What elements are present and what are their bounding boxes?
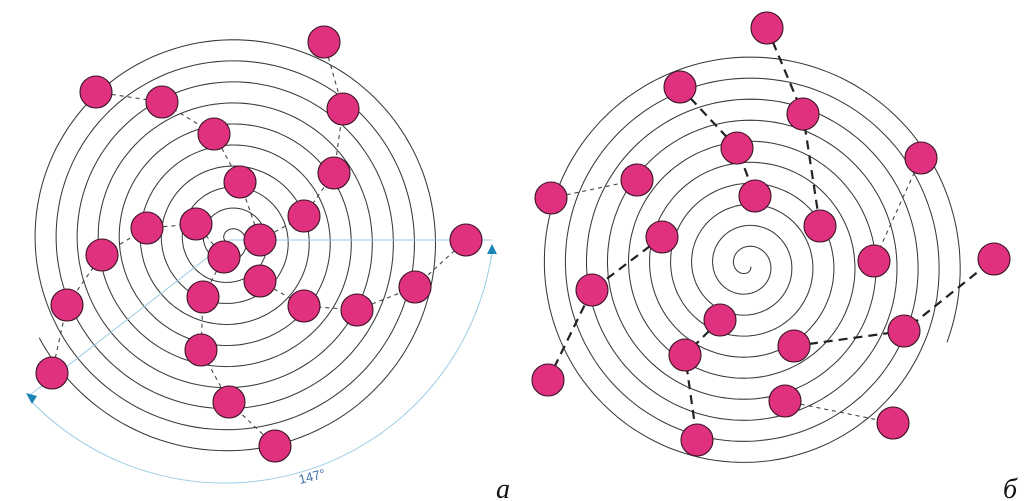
angle-label: 147° xyxy=(297,466,327,487)
panel-a-dot-17 xyxy=(398,270,432,304)
panel-b-dot-6 xyxy=(904,141,938,175)
dots-b xyxy=(531,11,1011,457)
panel-a: 147° а xyxy=(26,25,510,501)
panel-a-dot-10 xyxy=(287,199,321,233)
panel-a-connector-2 xyxy=(259,41,344,241)
panel-b-thin-connector-3 xyxy=(784,400,894,424)
panel-a-dot-6 xyxy=(317,156,351,190)
panel-a-dot-19 xyxy=(340,293,374,327)
panel-b-dot-18 xyxy=(531,363,565,397)
panel-a-dot-23 xyxy=(212,385,246,419)
panel-b-dot-10 xyxy=(645,220,679,254)
panel-b-thin-connector-2 xyxy=(873,157,922,262)
panel-b-dot-2 xyxy=(663,70,697,104)
panel-a-connector-1 xyxy=(95,91,261,241)
panel-b-dot-9 xyxy=(803,209,837,243)
arrowhead-right xyxy=(487,244,497,254)
dots-a xyxy=(35,25,483,463)
panel-b-connector-3 xyxy=(547,236,663,381)
panel-b-dot-7 xyxy=(534,181,568,215)
panel-a-dot-22 xyxy=(35,356,69,390)
panel-a-dot-12 xyxy=(207,240,241,274)
connector-lines-b xyxy=(547,27,995,441)
panel-a-dot-15 xyxy=(243,264,277,298)
panel-b-dot-13 xyxy=(575,273,609,307)
panel-label-a: а xyxy=(496,474,510,501)
panel-a-dot-2 xyxy=(79,75,113,109)
panel-b-dot-3 xyxy=(786,97,820,131)
panel-label-b: б xyxy=(1003,474,1018,501)
spiral-b xyxy=(543,56,961,463)
panel-b-dot-11 xyxy=(857,244,891,278)
panel-b-dot-5 xyxy=(620,163,654,197)
panel-a-dot-8 xyxy=(130,211,164,245)
panel-a-dot-5 xyxy=(197,117,231,151)
panel-b-dot-14 xyxy=(703,303,737,337)
panel-a-dot-7 xyxy=(223,165,257,199)
panel-b-dot-12 xyxy=(977,242,1011,276)
panel-a-dot-11 xyxy=(243,223,277,257)
panel-b-dot-16 xyxy=(777,329,811,363)
panel-a-dot-3 xyxy=(145,85,179,119)
panel-a-dot-18 xyxy=(287,289,321,323)
panel-b-dot-15 xyxy=(887,314,921,348)
panel-a-dot-20 xyxy=(50,288,84,322)
panel-a-dot-16 xyxy=(186,280,220,314)
panel-b: б xyxy=(531,11,1018,501)
spiral-a xyxy=(34,39,437,452)
panel-b-connector-5 xyxy=(683,319,721,441)
panel-b-dot-4 xyxy=(720,131,754,165)
panel-b-dot-8 xyxy=(738,179,772,213)
panel-a-connector-4 xyxy=(259,239,467,311)
panel-b-dot-1 xyxy=(750,11,784,45)
panel-b-dot-21 xyxy=(680,423,714,457)
panel-a-dot-13 xyxy=(85,238,119,272)
arrowhead-left xyxy=(26,393,37,404)
panel-a-dot-1 xyxy=(307,25,341,59)
panel-b-dot-17 xyxy=(668,338,702,372)
panel-a-dot-14 xyxy=(449,223,483,257)
panel-b-dot-19 xyxy=(768,384,802,418)
panel-a-dot-4 xyxy=(326,92,360,126)
panel-a-dot-9 xyxy=(179,207,213,241)
panel-a-dot-21 xyxy=(184,333,218,367)
panel-b-dot-20 xyxy=(876,406,910,440)
panel-a-dot-24 xyxy=(258,429,292,463)
